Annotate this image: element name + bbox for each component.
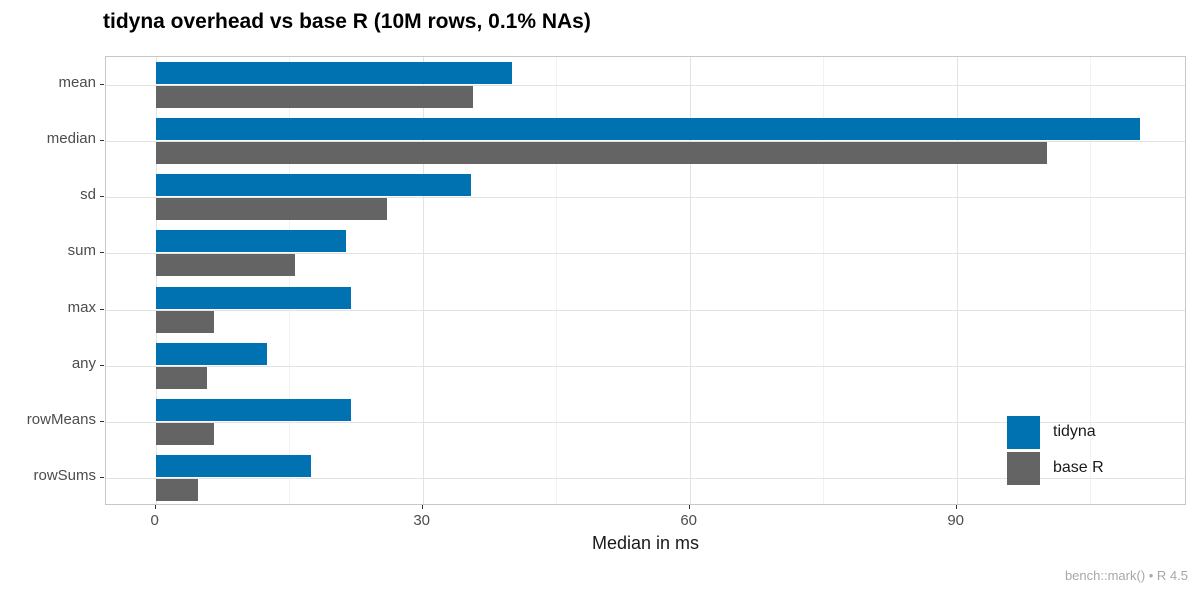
- chart-title: tidyna overhead vs base R (10M rows, 0.1…: [103, 10, 591, 33]
- bar-tidyna-max: [155, 286, 351, 309]
- bar-base-r-rowSums: [155, 478, 198, 501]
- y-label-any: any: [71, 354, 96, 372]
- x-tick-mark: [421, 505, 423, 509]
- x-tick-label: 0: [150, 512, 159, 529]
- bar-base-r-median: [155, 142, 1047, 165]
- legend-label-base-r: base R: [1053, 459, 1104, 476]
- caption: bench::mark() • R 4.5: [1064, 568, 1188, 583]
- bar-tidyna-mean: [155, 62, 512, 85]
- x-axis-title: Median in ms: [591, 533, 700, 553]
- bar-tidyna-any: [155, 342, 267, 365]
- gridline-minor-vertical: [556, 57, 558, 504]
- bar-tidyna-median: [155, 118, 1141, 141]
- y-label-sum: sum: [67, 242, 96, 260]
- y-label-rowSums: rowSums: [33, 466, 96, 484]
- bar-tidyna-sum: [155, 230, 347, 253]
- bar-base-r-sd: [155, 198, 388, 221]
- legend-item-tidyna: tidyna: [1007, 415, 1104, 449]
- bar-tidyna-sd: [155, 174, 471, 197]
- gridline-major-vertical: [956, 57, 958, 504]
- gridline-major-horizontal: [106, 309, 1185, 311]
- plot-panel: [105, 56, 1186, 505]
- bar-base-r-mean: [155, 86, 473, 109]
- legend-swatch-base-r: [1007, 451, 1040, 485]
- gridline-minor-vertical: [823, 57, 825, 504]
- bar-base-r-max: [155, 310, 214, 333]
- legend-label-tidyna: tidyna: [1053, 423, 1096, 440]
- gridline-major-horizontal: [106, 85, 1185, 87]
- x-tick-label: 90: [947, 512, 965, 529]
- gridline-major-horizontal: [106, 253, 1185, 255]
- y-tick-mark: [100, 420, 104, 422]
- gridline-major-horizontal: [106, 421, 1185, 423]
- gridline-major-vertical: [422, 57, 424, 504]
- bar-tidyna-rowMeans: [155, 398, 351, 421]
- gridline-major-horizontal: [106, 197, 1185, 199]
- legend-swatch-tidyna: [1007, 415, 1040, 449]
- x-tick-mark: [688, 505, 690, 509]
- gridline-minor-vertical: [1090, 57, 1092, 504]
- y-label-sd: sd: [80, 186, 96, 204]
- bar-base-r-any: [155, 366, 208, 389]
- gridline-major-horizontal: [106, 141, 1185, 143]
- bar-tidyna-rowSums: [155, 454, 311, 477]
- y-tick-mark: [100, 308, 104, 310]
- y-label-mean: mean: [58, 74, 96, 92]
- gridline-major-vertical: [155, 57, 157, 504]
- gridline-major-horizontal: [106, 365, 1185, 367]
- y-tick-mark: [100, 84, 104, 86]
- legend: tidyna base R: [1007, 415, 1104, 485]
- x-tick-mark: [154, 505, 156, 509]
- y-tick-mark: [100, 140, 104, 142]
- y-label-rowMeans: rowMeans: [26, 410, 96, 428]
- gridline-minor-vertical: [289, 57, 291, 504]
- legend-item-base-r: base R: [1007, 451, 1104, 485]
- x-tick-label: 60: [680, 512, 698, 529]
- y-tick-mark: [100, 252, 104, 254]
- x-tick-label: 30: [413, 512, 431, 529]
- gridline-major-horizontal: [106, 477, 1185, 479]
- y-tick-mark: [100, 196, 104, 198]
- y-label-median: median: [46, 130, 96, 148]
- gridline-major-vertical: [689, 57, 691, 504]
- bar-base-r-sum: [155, 254, 296, 277]
- bar-base-r-rowMeans: [155, 422, 215, 445]
- y-tick-mark: [100, 364, 104, 366]
- y-tick-mark: [100, 476, 104, 478]
- y-label-max: max: [67, 298, 96, 316]
- x-tick-mark: [955, 505, 957, 509]
